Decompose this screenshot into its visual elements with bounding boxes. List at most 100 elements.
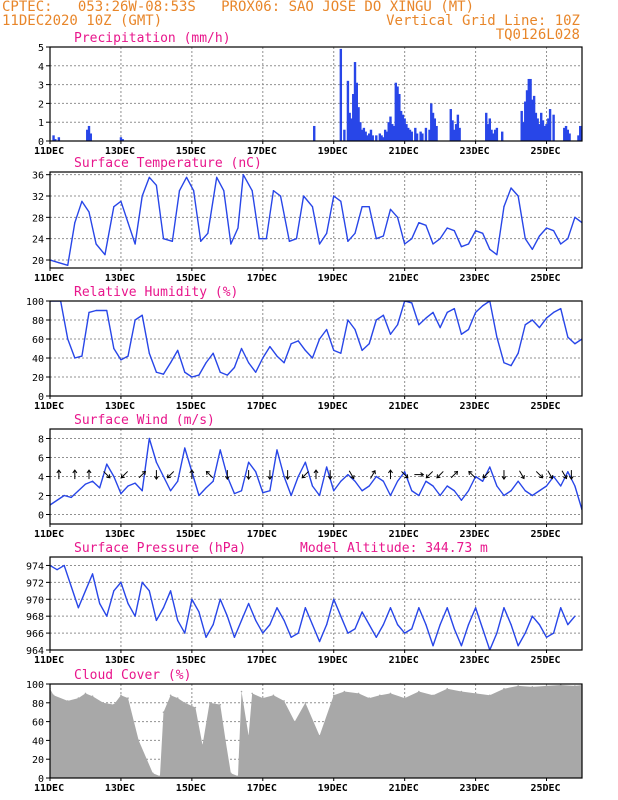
wind-point — [162, 475, 165, 478]
cloud-xtick-label: 21DEC — [389, 783, 419, 794]
wind-arrow — [348, 470, 355, 480]
temp-xtick-label: 11DEC — [34, 273, 64, 284]
precip-bar — [366, 135, 369, 141]
rh-point — [425, 317, 427, 319]
wind-point — [538, 490, 541, 492]
wind-point — [545, 485, 548, 487]
temp-point — [311, 206, 314, 208]
temp-point — [193, 190, 195, 192]
wind-point — [560, 485, 562, 487]
wind-point — [141, 490, 143, 492]
wind-point — [70, 496, 72, 498]
wind-arrow — [501, 470, 507, 480]
temp-point — [396, 216, 399, 218]
temp-point — [361, 206, 363, 208]
pres-point — [368, 624, 370, 626]
wind-arrow — [547, 470, 554, 480]
rh-xtick-label: 25DEC — [530, 401, 560, 412]
precip-bar — [490, 129, 493, 141]
wind-xtick-label: 11DEC — [34, 529, 64, 540]
pres-point — [467, 624, 470, 626]
temp-point — [200, 240, 202, 242]
rh-point — [361, 349, 363, 351]
wind-point — [446, 485, 448, 487]
rh-point — [255, 371, 257, 373]
cloud-point — [503, 687, 505, 690]
wind-xtick-label: 23DEC — [460, 529, 490, 540]
temp-point — [439, 238, 441, 240]
pres-point — [482, 628, 484, 630]
pres-ytick-label: 964 — [26, 646, 44, 657]
pres-point — [84, 590, 87, 592]
precip-bar — [501, 131, 504, 141]
wind-arrow — [205, 470, 214, 479]
rh-point — [262, 357, 264, 359]
wind-point — [311, 485, 314, 487]
temp-point — [216, 176, 218, 178]
pres-point — [162, 607, 165, 609]
wind-point — [304, 461, 306, 463]
temp-point — [120, 200, 122, 202]
rh-point — [88, 311, 90, 313]
cloud-point — [418, 690, 420, 693]
precip-bar — [456, 114, 460, 141]
pres-point — [120, 581, 122, 583]
precip-ytick-label: 4 — [38, 62, 44, 73]
pres-point — [219, 598, 221, 600]
wind-ytick-label: 4 — [38, 473, 44, 484]
wind-arrow — [370, 469, 376, 479]
wind-xtick-label: 13DEC — [105, 529, 135, 540]
pres-point — [446, 607, 448, 609]
pres-ytick-label: 970 — [26, 595, 44, 606]
wind-point — [248, 461, 250, 463]
pres-point — [106, 615, 108, 617]
wind-xtick-label: 19DEC — [318, 529, 348, 540]
pres-point — [276, 607, 278, 609]
precip-bar — [57, 137, 61, 141]
wind-point — [418, 494, 420, 497]
precip-bar — [387, 122, 390, 141]
temp-point — [567, 238, 569, 240]
rh-point — [113, 347, 115, 350]
precip-bar — [348, 112, 351, 141]
rh-point — [219, 371, 221, 373]
cloud-point — [343, 690, 346, 693]
pres-point — [425, 624, 427, 626]
wind-point — [475, 475, 477, 478]
wind-xtick-label: 15DEC — [176, 529, 206, 540]
temp-point — [141, 195, 143, 197]
wind-xtick-label: 21DEC — [389, 529, 419, 540]
temp-ytick-label: 32 — [32, 192, 44, 203]
precip-bar — [346, 80, 350, 141]
temp-point — [295, 238, 298, 240]
precip-bar — [350, 118, 353, 141]
pres-point — [581, 0, 582, 1]
wind-point — [212, 480, 214, 482]
rh-point — [169, 362, 172, 364]
temp-point — [475, 230, 477, 232]
temp-point — [389, 208, 392, 210]
rh-frame — [49, 300, 583, 397]
wind-arrow — [189, 469, 195, 480]
precip-bar — [428, 129, 431, 141]
pres-ytick-label: 974 — [26, 561, 44, 572]
rh-ytick-label: 80 — [32, 316, 44, 327]
temp-point — [104, 254, 106, 256]
precip-bar — [89, 133, 92, 141]
temp-point — [460, 246, 463, 248]
temp-xtick-label: 25DEC — [530, 273, 560, 284]
temp-ytick-label: 20 — [32, 256, 44, 267]
wind-arrow — [519, 470, 525, 480]
precip-bar — [577, 135, 580, 141]
precip-bar — [364, 131, 367, 141]
pres-xtick-label: 13DEC — [105, 655, 135, 666]
pres-point — [396, 624, 399, 626]
temp-point — [432, 243, 434, 245]
temp-point — [185, 176, 188, 178]
temp-point — [279, 195, 282, 197]
rh-point — [553, 311, 555, 313]
rh-point — [120, 359, 122, 361]
precip-bar — [545, 124, 548, 141]
wind-ytick-label: 6 — [38, 454, 44, 465]
